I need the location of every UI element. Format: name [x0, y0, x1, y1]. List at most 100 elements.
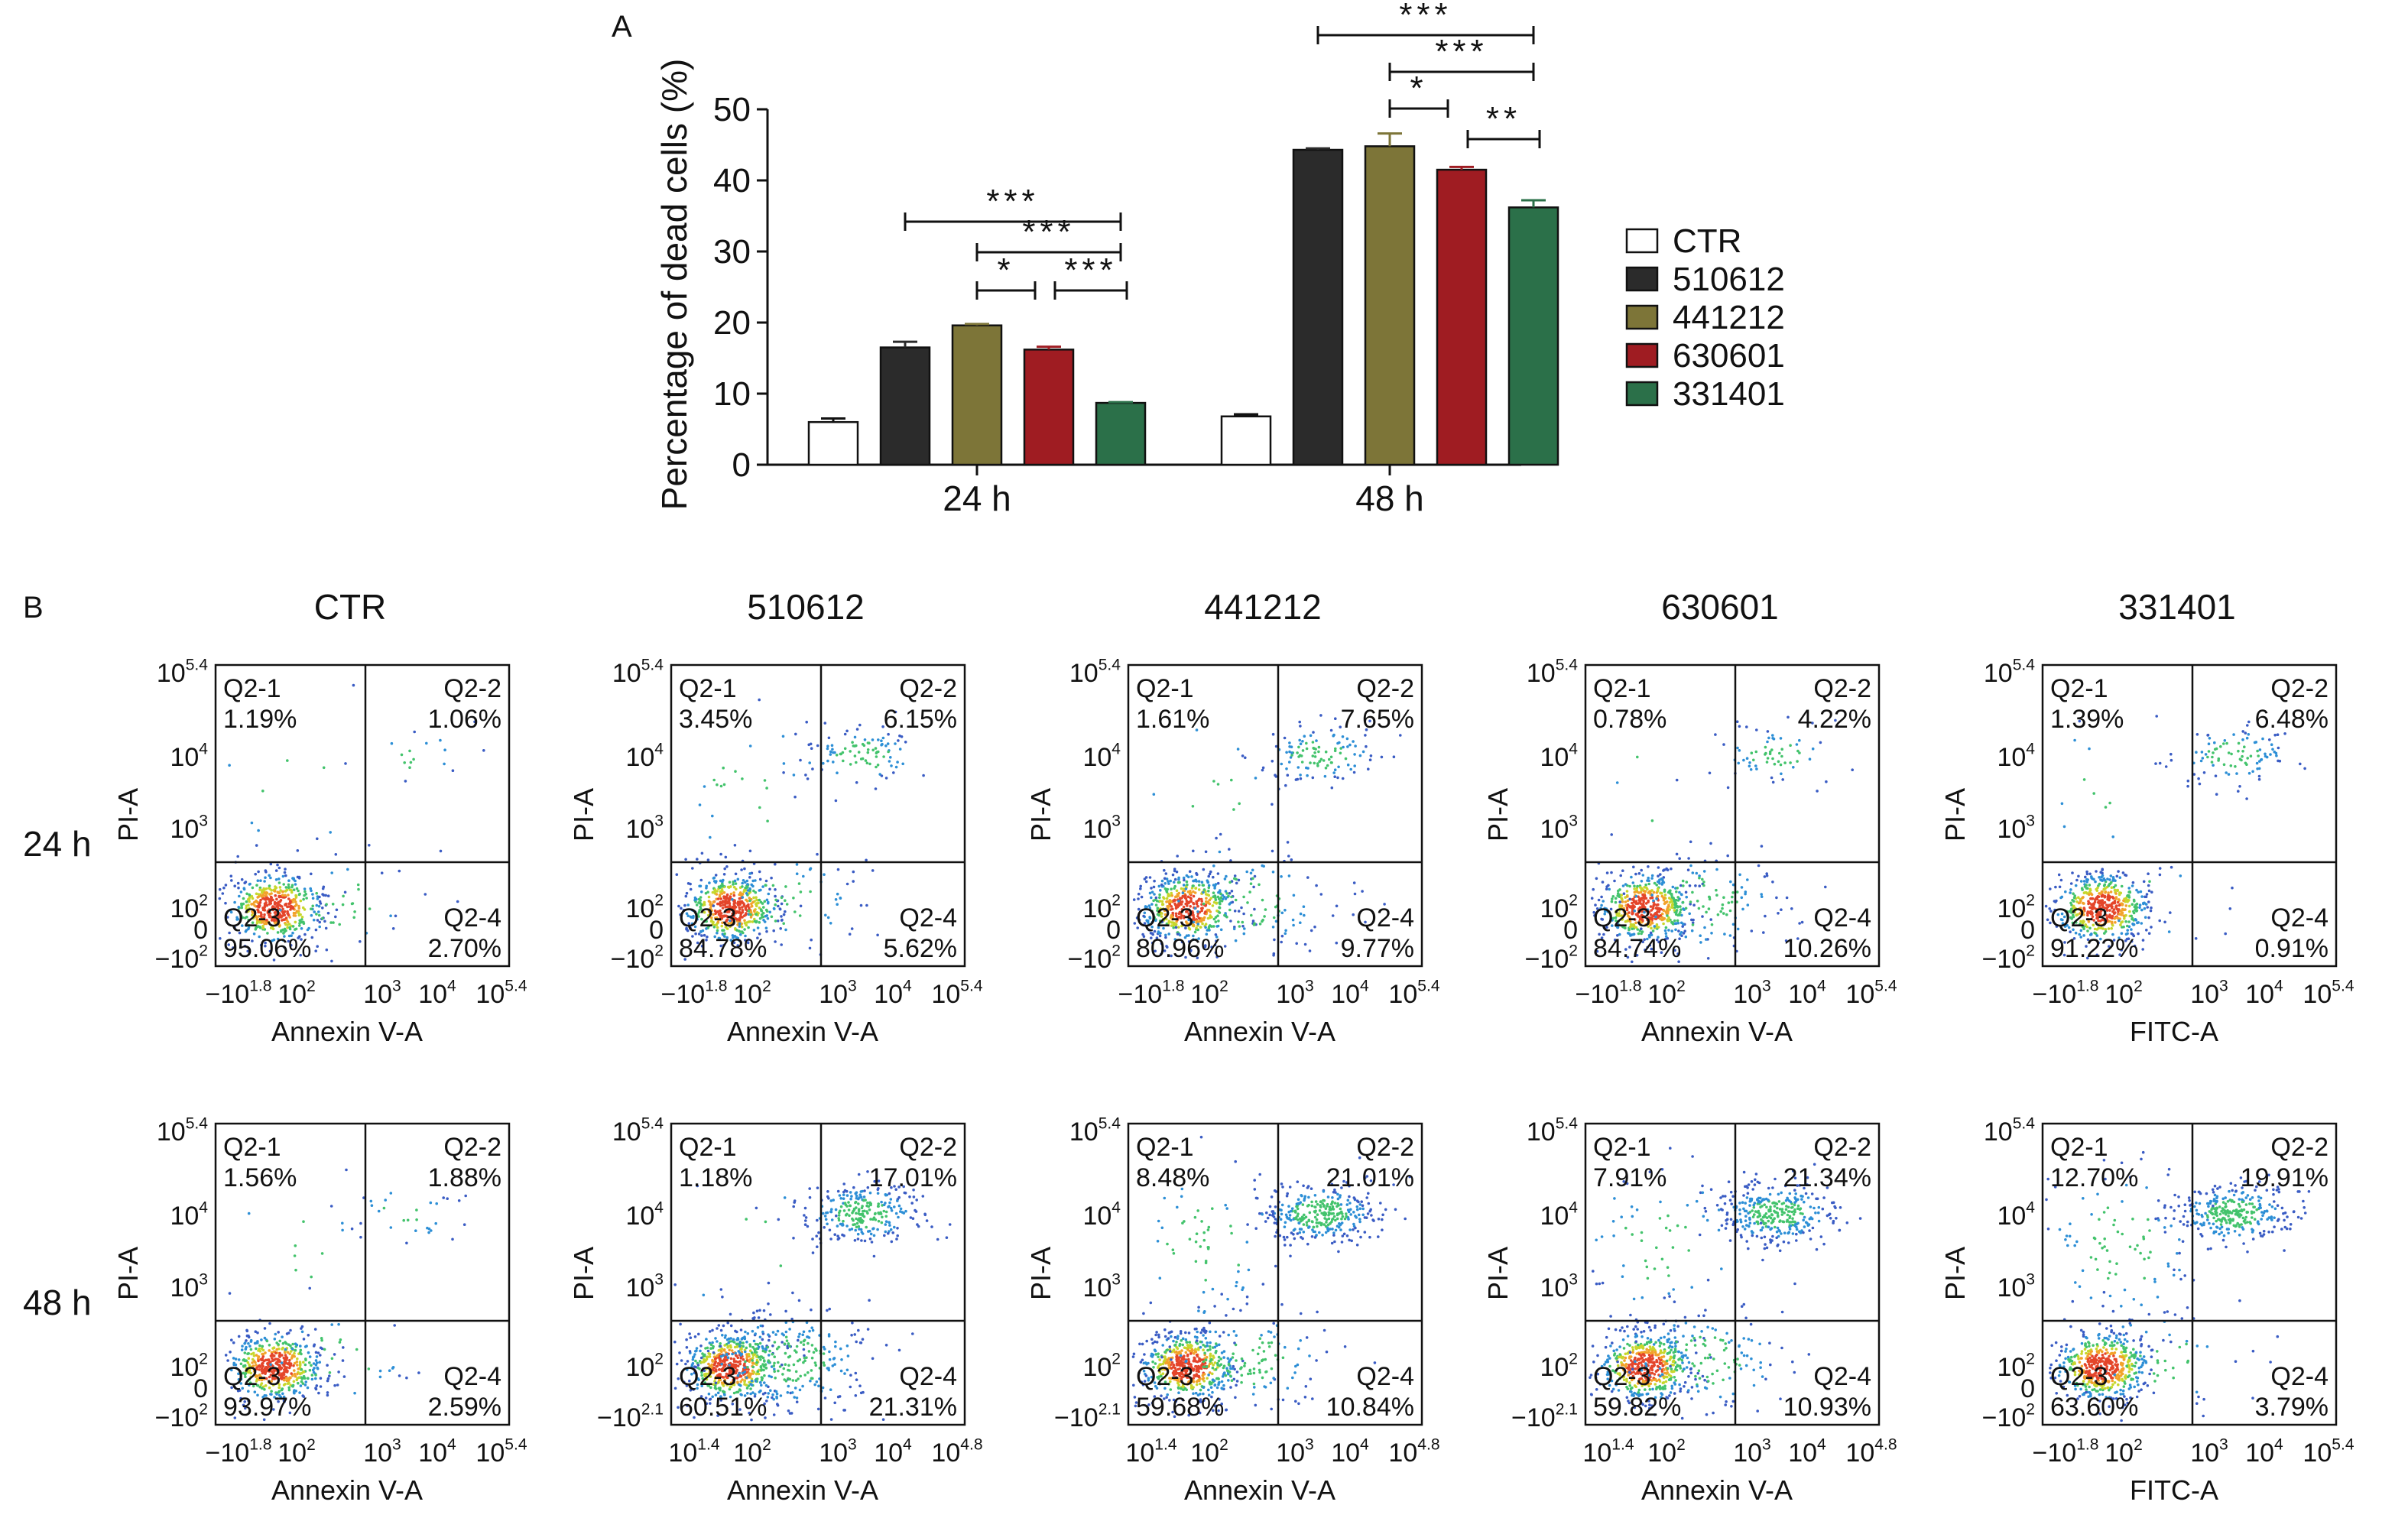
event-dot	[1290, 754, 1293, 757]
event-dot	[1177, 900, 1180, 903]
event-dot	[393, 1324, 396, 1327]
event-dot	[2118, 908, 2121, 911]
event-dot	[1180, 887, 1183, 890]
event-dot	[315, 1355, 319, 1358]
bar-510612-24h	[879, 346, 931, 466]
event-dot	[1619, 874, 1622, 877]
x-axis-label: Annexin V-A	[271, 1474, 423, 1506]
event-dot	[290, 884, 294, 887]
event-dot	[1333, 749, 1337, 753]
event-dot	[1673, 919, 1676, 923]
event-dot	[281, 1348, 284, 1351]
event-dot	[2131, 903, 2134, 906]
event-dot	[866, 741, 870, 744]
event-dot	[277, 1343, 280, 1346]
event-dot	[297, 904, 300, 908]
x-tick-max-base: 10	[1845, 980, 1874, 1009]
event-dot	[783, 1342, 787, 1345]
event-dot	[738, 925, 742, 928]
event-dot	[265, 891, 269, 894]
event-dot	[1684, 890, 1688, 894]
event-dot	[2179, 874, 2182, 877]
event-dot	[2124, 920, 2127, 923]
event-dot	[1780, 748, 1783, 751]
event-dot	[703, 785, 706, 788]
y-tick-top: 105.4	[157, 1115, 208, 1147]
event-dot	[1313, 751, 1316, 754]
x-tick-1e3-base: 10	[2190, 980, 2219, 1009]
event-dot	[263, 1327, 267, 1330]
event-dot	[1238, 925, 1241, 928]
x-tick-1e4-base: 10	[1331, 980, 1360, 1009]
event-dot	[356, 883, 360, 887]
event-dot	[1271, 803, 1274, 806]
event-dot	[716, 897, 720, 900]
event-dot	[2207, 742, 2211, 745]
event-dot	[314, 1351, 318, 1354]
event-dot	[1746, 878, 1749, 881]
event-dot	[1636, 890, 1639, 894]
event-dot	[2208, 737, 2212, 740]
event-dot	[1352, 881, 1356, 884]
event-dot	[1662, 922, 1665, 926]
event-dot	[350, 902, 354, 906]
event-dot	[1730, 900, 1734, 903]
event-dot	[778, 907, 782, 910]
event-dot	[294, 1374, 297, 1378]
event-dot	[1329, 761, 1333, 764]
x-tick-1e4-exp: 4	[903, 978, 912, 995]
event-dot	[886, 742, 890, 745]
event-dot	[1163, 868, 1166, 872]
event-dot	[1305, 741, 1308, 745]
event-dot	[1780, 908, 1783, 911]
event-dot	[368, 844, 371, 847]
event-dot	[697, 1332, 700, 1336]
event-dot	[751, 900, 755, 904]
event-dot	[281, 890, 285, 894]
event-dot	[808, 761, 811, 764]
event-dot	[740, 868, 743, 871]
x-tick-max: 105.4	[475, 978, 527, 1009]
event-dot	[745, 923, 748, 927]
event-dot	[736, 1374, 740, 1377]
event-dot	[1232, 808, 1235, 811]
event-dot	[2054, 885, 2057, 889]
event-dot	[1641, 874, 1645, 877]
event-dot	[296, 1364, 299, 1367]
event-dot	[2073, 738, 2076, 742]
event-dot	[2064, 890, 2067, 894]
y-tick-zero: 0	[1563, 916, 1578, 945]
x-tick-max-exp: 5.4	[960, 978, 983, 995]
event-dot	[1305, 747, 1309, 751]
event-dot	[889, 756, 892, 759]
event-dot	[289, 904, 293, 908]
event-dot	[369, 1199, 373, 1203]
event-dot	[855, 728, 859, 731]
event-dot	[857, 751, 861, 754]
event-dot	[741, 909, 745, 912]
event-dot	[1158, 893, 1161, 897]
event-dot	[240, 877, 244, 881]
event-dot	[831, 748, 834, 751]
event-dot	[2132, 910, 2135, 913]
event-dot	[2114, 892, 2118, 895]
event-dot	[1311, 741, 1315, 744]
x-tick-1e2-base: 10	[1647, 980, 1676, 1009]
event-dot	[287, 897, 290, 900]
legend-label: 510612	[1673, 261, 1785, 298]
event-dot	[303, 887, 307, 890]
event-dot	[2214, 774, 2218, 777]
event-dot	[1768, 750, 1772, 754]
event-dot	[264, 898, 268, 901]
legend-label: 441212	[1673, 299, 1785, 336]
event-dot	[380, 871, 384, 874]
event-dot	[299, 899, 303, 903]
event-dot	[1605, 887, 1608, 890]
event-dot	[1137, 897, 1140, 900]
event-dot	[2118, 919, 2121, 923]
event-dot	[257, 829, 260, 832]
event-dot	[2088, 889, 2092, 892]
event-dot	[1361, 890, 1364, 893]
event-dot	[301, 906, 305, 910]
event-dot	[252, 1354, 256, 1357]
